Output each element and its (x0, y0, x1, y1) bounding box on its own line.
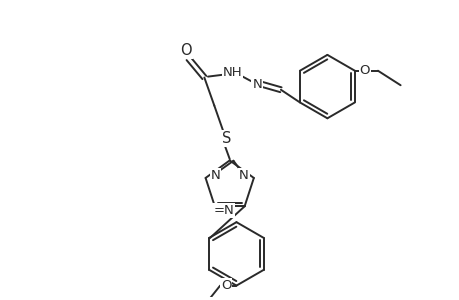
Text: S: S (221, 131, 231, 146)
Text: =N: =N (213, 204, 234, 217)
Text: N: N (239, 169, 248, 182)
Text: O: O (179, 43, 191, 58)
Text: O: O (220, 279, 231, 292)
Text: NH: NH (222, 67, 242, 80)
Text: O: O (359, 64, 369, 77)
Text: N: N (252, 78, 262, 91)
Text: N: N (210, 169, 220, 182)
